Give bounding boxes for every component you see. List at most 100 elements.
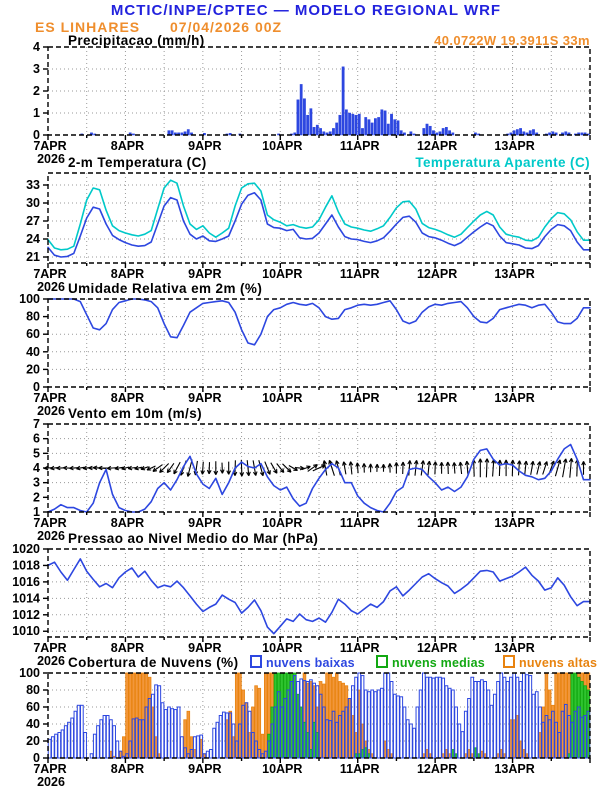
- x-tick-label: 8APR: [111, 641, 144, 655]
- x-tick-label: 13APR: [494, 391, 534, 405]
- x-tick-label: 9APR: [188, 641, 221, 655]
- series-line-temp: [47, 192, 591, 258]
- cloud-bar-nuvens-baixas: [80, 704, 84, 759]
- x-tick-label: 10APR: [262, 267, 302, 281]
- legend-label-altas: nuvens altas: [519, 656, 598, 670]
- precip-bar: [315, 124, 319, 136]
- y-tick-label: 5: [33, 446, 40, 460]
- x-tick-label: 12APR: [417, 762, 457, 776]
- x-tick-label: 9APR: [188, 267, 221, 281]
- cloud-bar-nuvens-baixas: [231, 723, 236, 759]
- x-tick-label: 9APR: [188, 516, 221, 530]
- wind-arrow: [445, 461, 451, 475]
- cloud-bar-nuvens-baixas: [489, 704, 494, 759]
- x-tick-label: 7APR: [33, 391, 66, 405]
- y-tick-label: 1012: [12, 608, 40, 622]
- precip-bar: [319, 128, 322, 136]
- x-year-label: 2026: [37, 404, 65, 418]
- cloud-bar-nuvens-baixas: [183, 747, 187, 759]
- x-tick-label: 12APR: [417, 267, 457, 281]
- cloud-bar-nuvens-baixas: [454, 706, 458, 759]
- cloud-bar-nuvens-baixas: [441, 677, 446, 759]
- cloud-bar-nuvens-baixas: [96, 725, 100, 759]
- cloud-bar-nuvens-baixas: [121, 755, 126, 759]
- precip-bar: [364, 117, 368, 136]
- x-tick-label: 13APR: [494, 762, 534, 776]
- precip-bar: [357, 113, 361, 136]
- precip-bar: [509, 132, 513, 136]
- x-year-label: 2026: [37, 654, 65, 668]
- x-tick-label: 9APR: [188, 391, 221, 405]
- wind-arrow: [420, 460, 426, 476]
- cloud-bar-nuvens-baixas: [567, 715, 571, 759]
- cloud-bar-nuvens-baixas: [367, 691, 371, 759]
- precip-bar: [335, 122, 339, 136]
- panel-temp: 21 24 27 30 33 7APR 8APR 9APR 10APR 11APR 12APR 13A…: [26, 172, 591, 294]
- cloud-bar-nuvens-baixas: [102, 715, 107, 759]
- cloud-bar-nuvens-baixas: [205, 750, 210, 759]
- series-line-temp: [47, 179, 591, 251]
- cloud-bar-nuvens-baixas: [444, 685, 449, 759]
- precip-bar: [180, 132, 184, 136]
- cloud-bar-nuvens-baixas: [54, 733, 58, 759]
- cloud-bar-nuvens-baixas: [112, 725, 116, 759]
- cloud-bar-nuvens-baixas: [525, 674, 529, 759]
- cloud-bar-nuvens-baixas: [196, 735, 200, 759]
- cloud-bar-nuvens-baixas: [89, 753, 94, 759]
- wind-arrow: [439, 462, 444, 474]
- panel-title-pressure: Pressao ao Nivel Medio do Mar (hPa): [68, 531, 319, 546]
- wind-arrow: [361, 463, 367, 473]
- y-tick-label: 6: [33, 432, 40, 446]
- cloud-bar-nuvens-baixas: [328, 720, 333, 759]
- wind-arrow: [114, 465, 124, 471]
- station-coordinates: 40.0722W 19.3911S 33m: [434, 33, 590, 48]
- y-tick-label: 60: [26, 327, 40, 341]
- cloud-bar-nuvens-baixas: [305, 681, 310, 759]
- panel-title-temperature: 2-m Temperatura (C): [68, 155, 207, 170]
- panel-title-wind: Vento em 10m (m/s): [68, 406, 202, 421]
- wind-arrow: [146, 465, 156, 471]
- wind-arrow: [503, 459, 509, 477]
- cloud-bar-nuvens-baixas: [241, 704, 246, 759]
- x-tick-label: 11APR: [340, 391, 380, 405]
- cloud-bar-nuvens-baixas: [522, 672, 526, 759]
- x-tick-label: 7APR: [33, 516, 66, 530]
- wind-arrow: [510, 459, 516, 477]
- wind-arrow: [381, 463, 386, 472]
- wind-arrow: [301, 465, 311, 471]
- precip-bar: [293, 132, 297, 136]
- x-tick-label: 10APR: [262, 139, 302, 153]
- cloud-bar-nuvens-baixas: [173, 709, 178, 759]
- y-tick-label: 80: [26, 310, 40, 324]
- precip-bar: [367, 119, 371, 136]
- wind-arrow: [173, 461, 181, 475]
- cloud-bar-nuvens-baixas: [476, 681, 481, 759]
- cloud-bar-nuvens-baixas: [467, 698, 471, 759]
- precip-bar: [412, 133, 416, 136]
- cloud-bar-nuvens-baixas: [57, 732, 62, 759]
- wind-arrow: [152, 464, 163, 472]
- cloud-bar-nuvens-baixas: [218, 715, 223, 759]
- precip-bar: [435, 132, 439, 136]
- y-tick-label: 0: [33, 751, 40, 765]
- cloud-bar-nuvens-baixas: [447, 687, 452, 759]
- legend-label-baixas: nuvens baixas: [266, 656, 355, 670]
- cloud-bar-nuvens-baixas: [263, 750, 268, 759]
- precip-bar: [351, 113, 355, 136]
- cloud-bar-nuvens-baixas: [83, 732, 87, 759]
- cloud-bar-nuvens-baixas: [528, 675, 533, 759]
- cloud-bar-nuvens-baixas: [215, 721, 220, 759]
- wind-arrow: [307, 464, 318, 472]
- x-tick-label: 8APR: [111, 762, 144, 776]
- precip-bar: [341, 66, 345, 136]
- wind-arrow: [258, 460, 265, 477]
- wind-arrow: [127, 465, 136, 471]
- precip-bar: [548, 132, 552, 136]
- cloud-bar-nuvens-baixas: [415, 706, 420, 759]
- wind-arrow: [134, 465, 143, 471]
- precip-bar: [203, 132, 206, 136]
- wind-arrow: [342, 461, 347, 475]
- cloud-bar-nuvens-baixas: [167, 706, 171, 759]
- y-tick-label: 24: [26, 232, 40, 246]
- wind-arrow: [400, 461, 406, 475]
